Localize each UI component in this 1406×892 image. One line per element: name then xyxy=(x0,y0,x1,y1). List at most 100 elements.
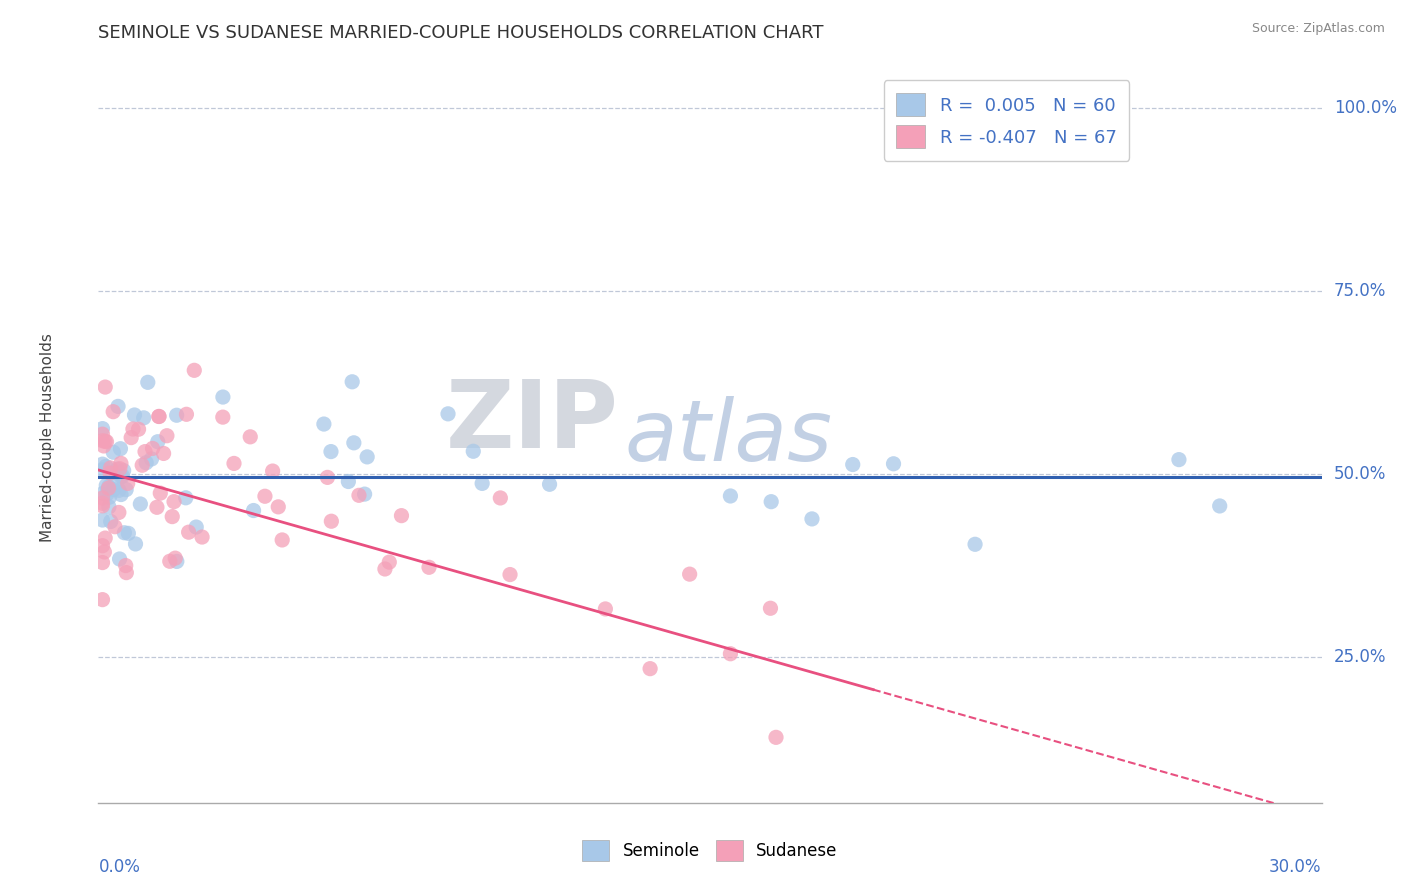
Point xyxy=(117,476,139,491)
Point xyxy=(93,439,115,453)
Point xyxy=(499,567,522,582)
Point xyxy=(146,434,169,449)
Point xyxy=(163,494,186,508)
Point xyxy=(96,487,118,501)
Point xyxy=(91,486,114,500)
Point xyxy=(141,452,163,467)
Point xyxy=(166,409,188,423)
Point xyxy=(759,601,782,615)
Point xyxy=(595,602,617,616)
Point xyxy=(91,463,114,477)
Point xyxy=(98,490,121,504)
Point xyxy=(91,491,114,505)
Point xyxy=(110,456,132,470)
Point xyxy=(94,434,117,449)
Point xyxy=(108,552,131,566)
Point xyxy=(471,476,494,491)
Point xyxy=(100,461,122,475)
Point xyxy=(356,450,378,464)
Point xyxy=(94,380,117,394)
Point xyxy=(107,400,129,414)
Point xyxy=(176,407,198,421)
Point xyxy=(212,390,235,404)
Point xyxy=(110,469,132,483)
Point xyxy=(191,530,214,544)
Point xyxy=(103,483,125,497)
Point xyxy=(131,458,153,473)
Point xyxy=(136,376,159,390)
Point xyxy=(177,525,200,540)
Point xyxy=(638,662,661,676)
Point xyxy=(761,494,783,508)
Point xyxy=(96,478,118,492)
Point xyxy=(262,464,284,478)
Point xyxy=(165,551,187,566)
Text: 100.0%: 100.0% xyxy=(1334,99,1398,117)
Point xyxy=(321,514,343,528)
Point xyxy=(765,731,787,745)
Point xyxy=(437,407,460,421)
Text: atlas: atlas xyxy=(624,395,832,479)
Point xyxy=(96,434,118,449)
Point xyxy=(174,491,197,505)
Point xyxy=(718,647,742,661)
Text: 30.0%: 30.0% xyxy=(1270,858,1322,876)
Point xyxy=(340,375,363,389)
Point xyxy=(120,431,142,445)
Text: 50.0%: 50.0% xyxy=(1334,465,1386,483)
Point xyxy=(883,457,905,471)
Point xyxy=(418,560,440,574)
Text: ZIP: ZIP xyxy=(446,376,619,468)
Point xyxy=(114,558,136,573)
Text: Married-couple Households: Married-couple Households xyxy=(39,333,55,541)
Point xyxy=(337,475,360,489)
Point xyxy=(841,458,863,472)
Text: Source: ZipAtlas.com: Source: ZipAtlas.com xyxy=(1251,22,1385,36)
Point xyxy=(1209,499,1232,513)
Point xyxy=(149,486,172,500)
Point xyxy=(91,422,114,436)
Point xyxy=(267,500,290,514)
Point xyxy=(105,462,128,476)
Text: 25.0%: 25.0% xyxy=(1334,648,1386,665)
Legend: Seminole, Sudanese: Seminole, Sudanese xyxy=(576,833,844,868)
Point xyxy=(148,409,170,424)
Point xyxy=(135,456,157,470)
Point xyxy=(316,470,339,484)
Point xyxy=(242,503,264,517)
Point xyxy=(97,481,120,495)
Point xyxy=(391,508,413,523)
Point xyxy=(166,554,188,568)
Point xyxy=(152,446,174,460)
Point xyxy=(108,505,131,519)
Point xyxy=(110,442,132,456)
Text: 75.0%: 75.0% xyxy=(1334,282,1386,300)
Point xyxy=(347,488,370,502)
Point xyxy=(801,512,824,526)
Point xyxy=(222,457,245,471)
Point xyxy=(319,444,342,458)
Point xyxy=(142,442,165,456)
Point xyxy=(134,444,156,458)
Point xyxy=(128,422,150,436)
Point xyxy=(312,417,335,431)
Point xyxy=(103,445,125,459)
Point xyxy=(103,405,125,419)
Text: 0.0%: 0.0% xyxy=(98,858,141,876)
Point xyxy=(160,509,183,524)
Point xyxy=(211,410,233,425)
Point xyxy=(538,477,561,491)
Point xyxy=(112,525,135,540)
Point xyxy=(91,496,114,510)
Point xyxy=(91,499,114,513)
Text: SEMINOLE VS SUDANESE MARRIED-COUPLE HOUSEHOLDS CORRELATION CHART: SEMINOLE VS SUDANESE MARRIED-COUPLE HOUS… xyxy=(98,24,824,42)
Point xyxy=(115,566,138,580)
Point xyxy=(108,483,131,498)
Point xyxy=(1167,452,1189,467)
Point xyxy=(186,520,208,534)
Point xyxy=(353,487,375,501)
Point xyxy=(463,444,485,458)
Point xyxy=(124,537,146,551)
Point xyxy=(239,430,262,444)
Point xyxy=(378,555,401,569)
